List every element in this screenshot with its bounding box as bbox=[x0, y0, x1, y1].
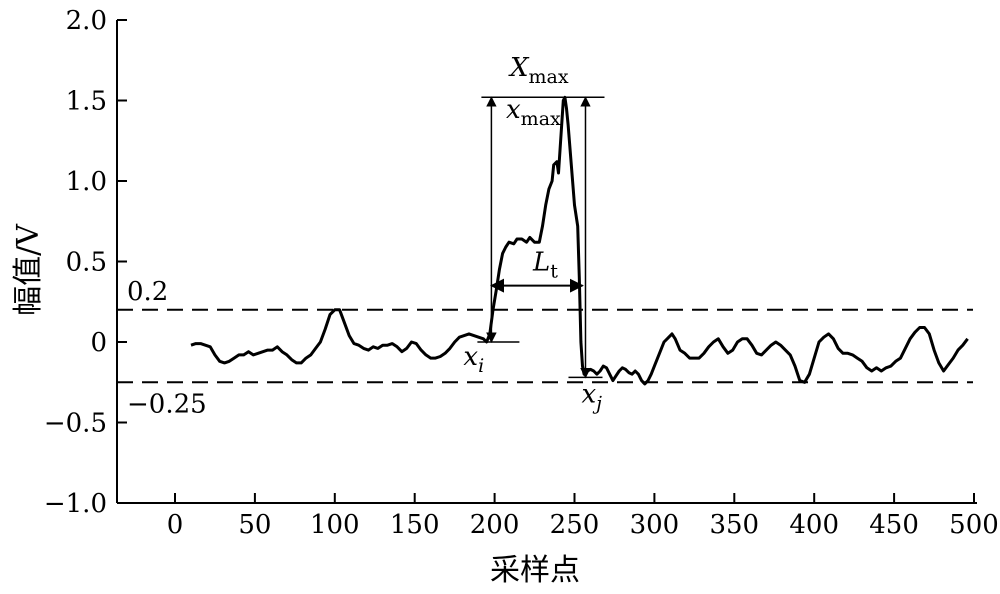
y-tick-label: 0 bbox=[90, 328, 107, 358]
series-layer bbox=[190, 95, 969, 386]
y-axis-title: 幅值/V bbox=[11, 223, 46, 316]
x-tick-label: 300 bbox=[630, 510, 680, 540]
threshold-lines: 0.2 −0.25 bbox=[117, 277, 973, 419]
x-tick-label: 500 bbox=[949, 510, 999, 540]
x-tick-label: 50 bbox=[238, 510, 271, 540]
Lt-label: Lt bbox=[532, 248, 558, 283]
x-tick-label: 450 bbox=[869, 510, 919, 540]
y-tick-label: 0.5 bbox=[66, 248, 107, 278]
x-tick-label: 100 bbox=[310, 510, 360, 540]
threshold-label: −0.25 bbox=[127, 389, 207, 419]
x-tick-label: 200 bbox=[470, 510, 520, 540]
x-tick-label: 0 bbox=[167, 510, 184, 540]
x-tick-label: 400 bbox=[789, 510, 839, 540]
y-tick-label: −1.0 bbox=[44, 489, 107, 519]
axes: 2.0 1.5 1.0 0.5 0 −0.5 −1.0 0 50 100 150 200 250 300 3… bbox=[44, 6, 999, 540]
xi-label: xi bbox=[463, 342, 484, 377]
x-tick-label: 250 bbox=[550, 510, 600, 540]
xmax-label: xmax bbox=[506, 95, 561, 130]
threshold-label: 0.2 bbox=[127, 277, 168, 307]
y-tick-label: 1.5 bbox=[66, 87, 107, 117]
x-axis-title: 采样点 bbox=[490, 553, 580, 588]
x-tick-label: 150 bbox=[390, 510, 440, 540]
Xmax-label: Xmax bbox=[508, 53, 569, 88]
y-tick-label: 1.0 bbox=[66, 167, 107, 197]
y-tick-label: 2.0 bbox=[66, 6, 107, 36]
y-tick-label: −0.5 bbox=[44, 409, 107, 439]
annotations: xi xj Xmax xmax Lt bbox=[463, 53, 605, 414]
xj-label: xj bbox=[581, 379, 602, 414]
x-tick-label: 350 bbox=[709, 510, 759, 540]
signal-line bbox=[190, 95, 969, 386]
